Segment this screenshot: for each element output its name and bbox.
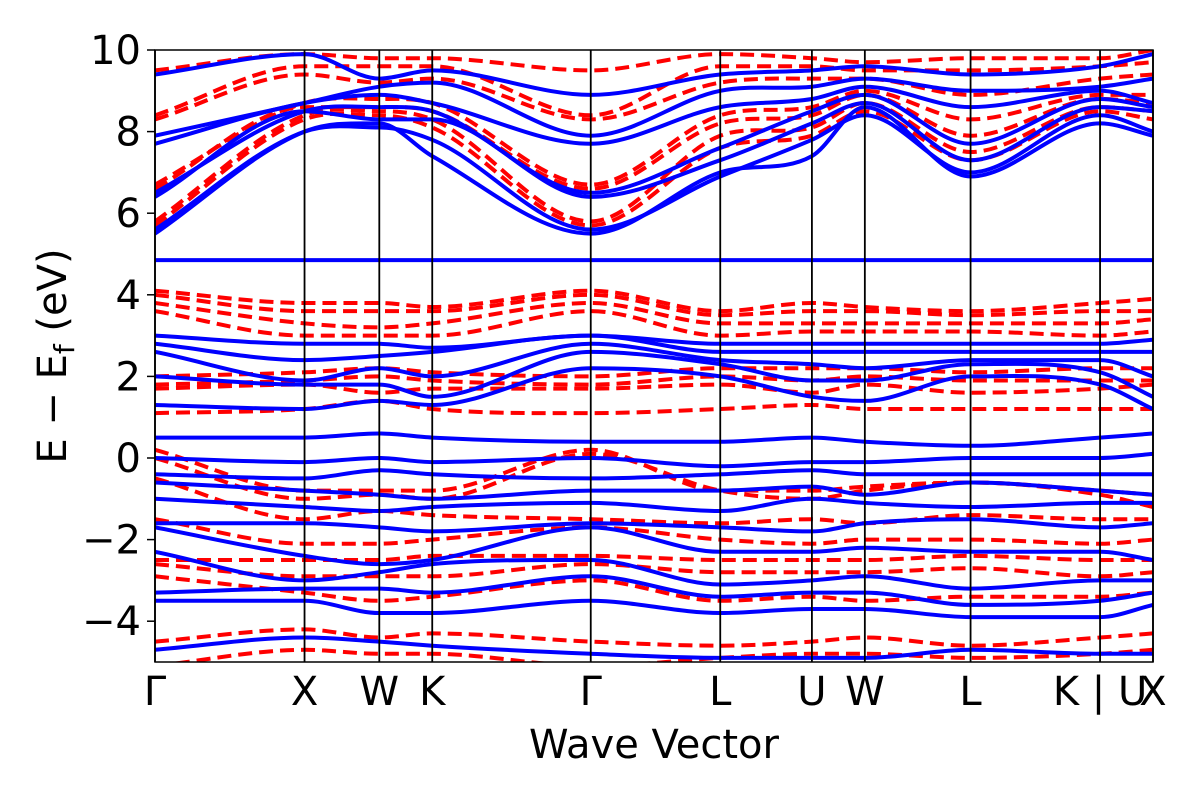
y-axis-label-main: E − E (30, 354, 76, 464)
x-tick-label: Γ (580, 669, 603, 715)
band-line (155, 562, 1153, 579)
band-line (155, 480, 1153, 501)
band-line (155, 553, 1153, 563)
band-line (155, 382, 1153, 395)
band-line (155, 76, 1153, 138)
solid-band-series (155, 52, 1153, 660)
band-line (155, 301, 1153, 330)
x-tick-label: Γ (144, 669, 167, 715)
band-line (155, 288, 1153, 314)
band-line (155, 635, 1153, 660)
band-line (155, 50, 1153, 73)
band-line (155, 113, 1153, 232)
band-line (155, 309, 1153, 338)
plot-frame (154, 49, 1154, 663)
y-axis-label: E − Ef (eV) (30, 248, 81, 463)
dashed-band-series (155, 50, 1153, 662)
y-axis-label-unit: (eV) (30, 248, 76, 344)
band-line (155, 598, 1153, 620)
band-line (155, 451, 1153, 469)
x-tick-label: K | U (1053, 669, 1147, 715)
y-tick-label: 8 (116, 110, 141, 156)
band-line (155, 574, 1153, 607)
band-line (155, 92, 1153, 195)
y-axis-label-subscript: f (48, 343, 81, 354)
x-tick-label: U (797, 669, 826, 715)
y-tick-label: 4 (116, 273, 141, 319)
band-line (155, 341, 1153, 383)
band-line (155, 451, 1153, 509)
band-line (155, 549, 1153, 591)
x-tick-label: K (419, 669, 447, 715)
band-line (155, 574, 1153, 603)
band-line (155, 333, 1153, 350)
x-tick-label: X (291, 669, 318, 715)
y-axis-ticks: −4 −2 0 2 4 6 8 10 (82, 28, 155, 645)
band-line (155, 431, 1153, 448)
band-line (155, 366, 1153, 411)
band-line (172, 647, 1153, 662)
band-line (155, 476, 1153, 526)
band-line (155, 496, 1153, 513)
band-line (155, 627, 1153, 648)
x-tick-label: X (1139, 669, 1166, 715)
band-line (155, 468, 1153, 481)
y-tick-label: −2 (82, 518, 141, 564)
band-line (155, 398, 1153, 416)
band-line (155, 517, 1153, 534)
band-line (155, 374, 1153, 387)
band-line (155, 333, 1153, 363)
y-tick-label: 10 (90, 28, 141, 74)
band-lines (155, 50, 1153, 662)
y-tick-label: −4 (82, 599, 141, 645)
band-line (155, 101, 1153, 199)
band-line (155, 84, 1153, 146)
y-tick-label: 2 (116, 354, 141, 400)
y-tick-label: 6 (116, 191, 141, 237)
band-line (155, 525, 1153, 567)
x-tick-label: W (845, 669, 885, 715)
band-line (155, 88, 1153, 187)
band-line (155, 366, 1153, 379)
x-tick-label: L (959, 669, 982, 715)
band-line (155, 72, 1153, 122)
band-line (155, 52, 1153, 97)
band-line (155, 517, 1153, 546)
band-line (155, 105, 1153, 236)
x-tick-label: W (360, 669, 400, 715)
x-tick-label: L (709, 669, 732, 715)
band-line (155, 349, 1153, 399)
band-line (155, 101, 1153, 224)
band-line (155, 292, 1153, 318)
band-line (155, 447, 1153, 497)
band-line (155, 92, 1153, 191)
y-tick-label: 0 (116, 436, 141, 482)
x-axis-label: Wave Vector (529, 722, 780, 768)
